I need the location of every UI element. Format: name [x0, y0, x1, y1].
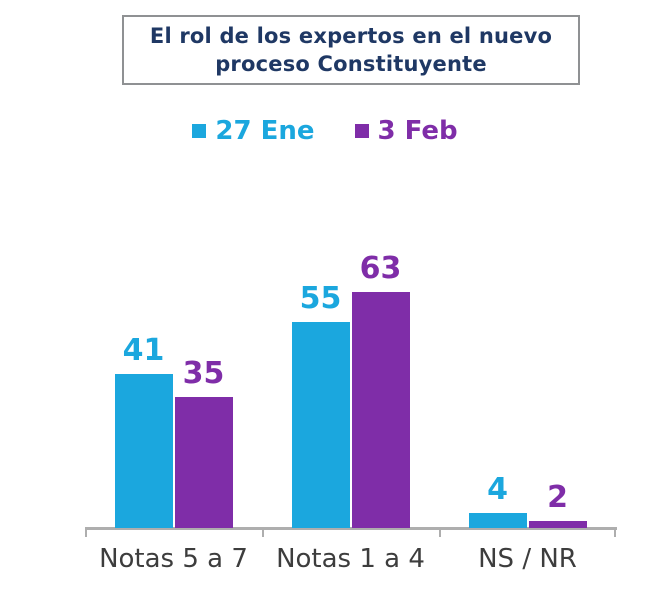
x-axis-tick: [614, 528, 616, 537]
legend: 27 Ene 3 Feb: [0, 112, 650, 150]
category-label-notas-5-a-7: Notas 5 a 7: [99, 544, 248, 574]
bar-3-feb-notas-1-a-4: [351, 291, 410, 528]
value-label-3-feb-notas-1-a-4: 63: [359, 250, 402, 286]
legend-swatch-3-feb-icon: [354, 124, 369, 138]
value-label-27-ene-notas-1-a-4: 55: [299, 280, 342, 316]
x-axis-tick: [85, 528, 87, 537]
bar-3-feb-notas-5-a-7: [174, 396, 233, 528]
x-axis-tick: [262, 528, 264, 537]
category-label-notas-1-a-4: Notas 1 a 4: [276, 544, 425, 574]
bar-3-feb-ns-nr: [528, 520, 587, 528]
value-label-3-feb-notas-5-a-7: 35: [182, 355, 225, 391]
value-label-27-ene-ns-nr: 4: [487, 472, 508, 507]
chart-title-line2: proceso Constituyente: [215, 52, 487, 76]
bar-27-ene-notas-5-a-7: [114, 374, 173, 528]
legend-label-3-feb: 3 Feb: [377, 116, 458, 146]
value-label-3-feb-ns-nr: 2: [547, 479, 568, 515]
legend-swatch-27-ene-icon: [192, 124, 207, 138]
value-label-27-ene-notas-5-a-7: 41: [122, 333, 165, 369]
bar-27-ene-notas-1-a-4: [291, 321, 350, 528]
chart-title: El rol de los expertos en el nuevo proce…: [122, 15, 580, 85]
x-axis-tick: [439, 528, 441, 537]
legend-item-27-ene: 27 Ene: [192, 116, 315, 146]
legend-item-3-feb: 3 Feb: [354, 116, 458, 146]
bar-27-ene-ns-nr: [468, 513, 527, 528]
x-axis-line: [85, 527, 617, 530]
chart-title-line1: El rol de los expertos en el nuevo: [149, 24, 553, 48]
category-label-ns-nr: NS / NR: [478, 544, 577, 574]
legend-label-27-ene: 27 Ene: [215, 116, 315, 146]
